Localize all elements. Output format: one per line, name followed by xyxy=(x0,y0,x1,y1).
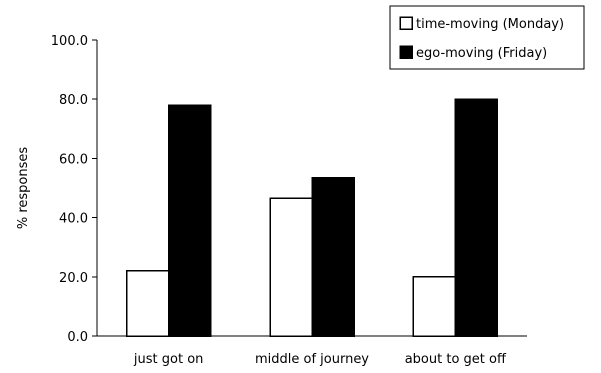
y-tick-label: 80.0 xyxy=(59,93,88,108)
bar-time-moving xyxy=(412,276,457,337)
bars xyxy=(125,98,499,337)
bar-ego-moving xyxy=(311,176,355,337)
legend-label: ego-moving (Friday) xyxy=(416,46,547,61)
legend-swatch xyxy=(399,16,413,30)
legend: time-moving (Monday) ego-moving (Friday) xyxy=(389,5,585,70)
y-tick-label: 0.0 xyxy=(67,330,88,345)
x-category-label: just got on xyxy=(133,352,203,367)
y-axis-title: % responses xyxy=(16,147,31,230)
y-tick-label: 40.0 xyxy=(59,212,88,227)
bar-ego-moving xyxy=(167,104,212,337)
legend-label: time-moving (Monday) xyxy=(416,17,564,32)
y-axis-ticks: 0.0 20.0 40.0 60.0 80.0 100.0 xyxy=(51,34,97,345)
x-category-label: middle of journey xyxy=(255,352,369,367)
bar-time-moving xyxy=(125,270,170,337)
y-tick-label: 60.0 xyxy=(59,152,88,167)
legend-swatch xyxy=(399,45,413,59)
legend-box xyxy=(389,5,585,70)
bar-time-moving xyxy=(269,197,313,337)
axes xyxy=(96,40,527,337)
bar-ego-moving xyxy=(454,98,499,337)
y-tick-label: 100.0 xyxy=(51,34,88,49)
category-labels: just got on middle of journey about to get… xyxy=(133,352,507,367)
x-category-label: about to get off xyxy=(405,352,507,367)
y-tick-label: 20.0 xyxy=(59,271,88,286)
